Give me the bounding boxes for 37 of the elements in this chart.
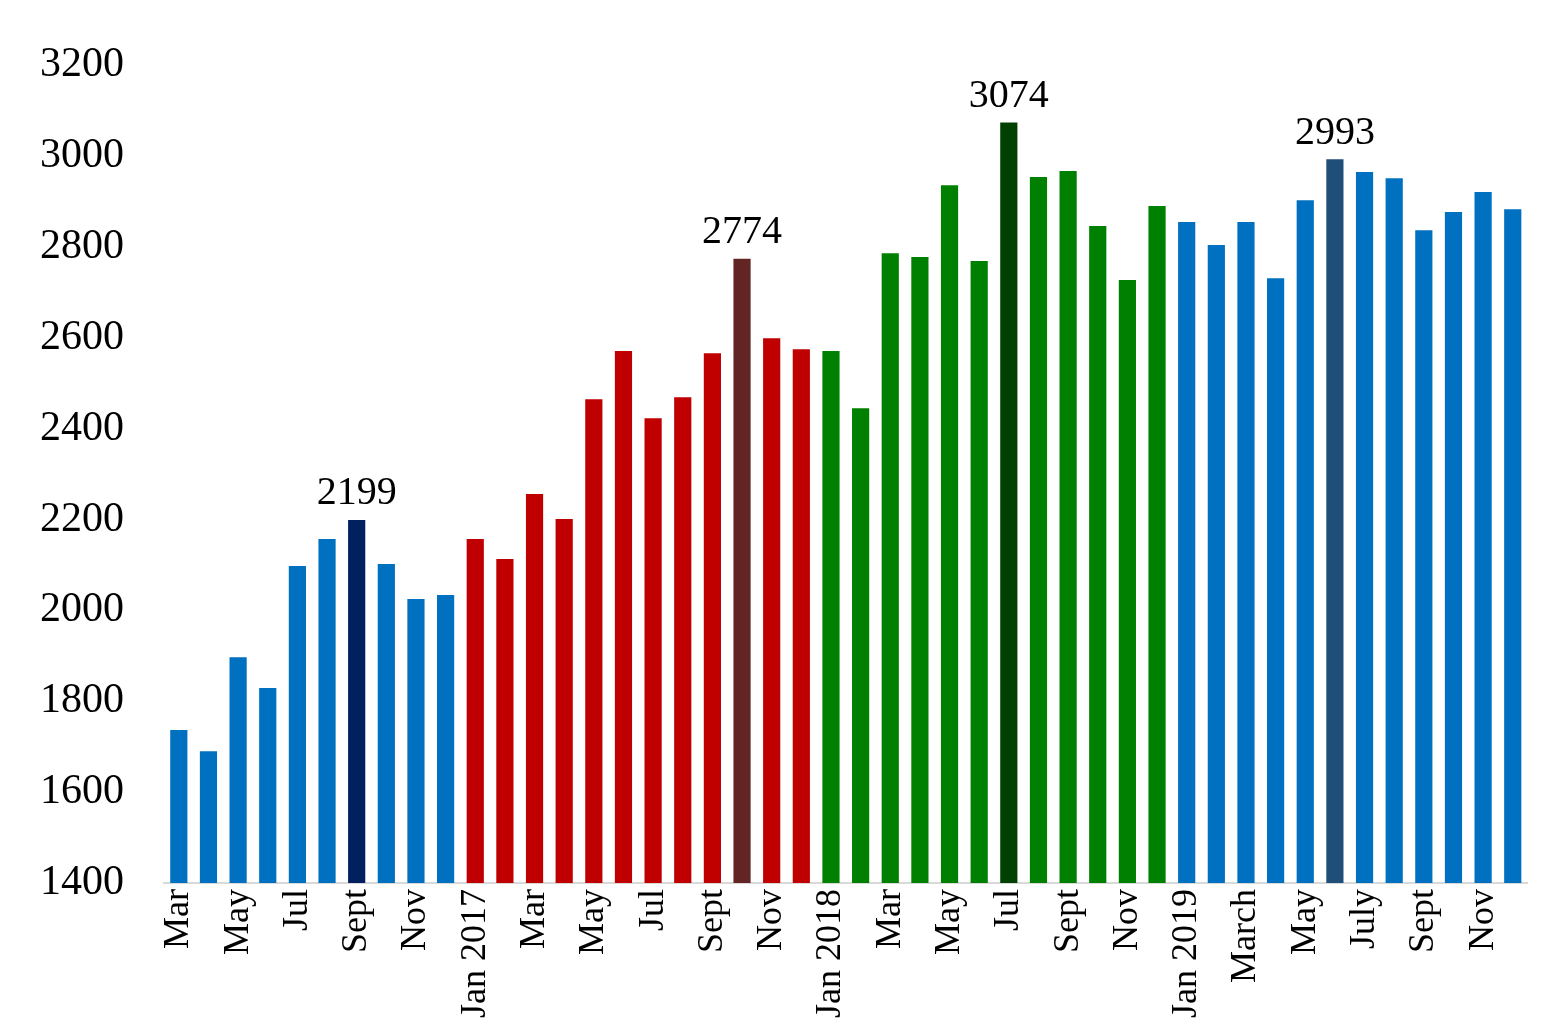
x-tick-label: May (1282, 889, 1323, 956)
x-tick-label: May (215, 889, 256, 956)
y-tick-label: 2400 (40, 402, 124, 449)
y-tick-label: 1400 (40, 857, 124, 904)
y-tick-label: 2200 (40, 493, 124, 540)
x-tick-label: Jul (630, 889, 671, 932)
y-tick-label: 1600 (40, 766, 124, 813)
x-tick-label: Nov (393, 889, 434, 952)
x-tick-label: Mar (511, 889, 552, 949)
x-tick-label: Jan 2017 (452, 889, 493, 1019)
x-tick-label: Jan 2018 (808, 889, 849, 1019)
x-tick-label: Nov (1104, 889, 1145, 952)
x-tick-label: July (1341, 889, 1382, 950)
y-tick-label: 2000 (40, 584, 124, 631)
x-tick-label: Sept (689, 889, 730, 954)
x-tick-label: Mar (867, 889, 908, 949)
y-tick-label: 2600 (40, 311, 124, 358)
data-label: 2774 (702, 207, 783, 253)
x-tick-label: March (1223, 889, 1264, 983)
y-tick-label: 1800 (40, 675, 124, 722)
x-tick-label: Jul (274, 889, 315, 932)
y-tick-label: 2800 (40, 220, 124, 267)
x-tick-label: May (571, 889, 612, 956)
y-tick-label: 3000 (40, 130, 124, 177)
data-label: 3074 (968, 70, 1049, 116)
x-tick-label: Nov (1460, 889, 1501, 952)
x-tick-label: Sept (334, 889, 375, 954)
x-tick-label: Sept (1045, 889, 1086, 954)
x-tick-label: Nov (749, 889, 790, 952)
y-tick-label: 3200 (40, 39, 124, 86)
x-tick-label: Jul (986, 889, 1027, 932)
x-tick-label: May (926, 889, 967, 956)
data-label: 2993 (1294, 107, 1375, 153)
data-label: 2199 (316, 468, 397, 514)
x-tick-label: Sept (1401, 889, 1442, 954)
x-tick-label: Jan 2019 (1164, 889, 1205, 1019)
x-tick-label: Mar (156, 889, 197, 949)
